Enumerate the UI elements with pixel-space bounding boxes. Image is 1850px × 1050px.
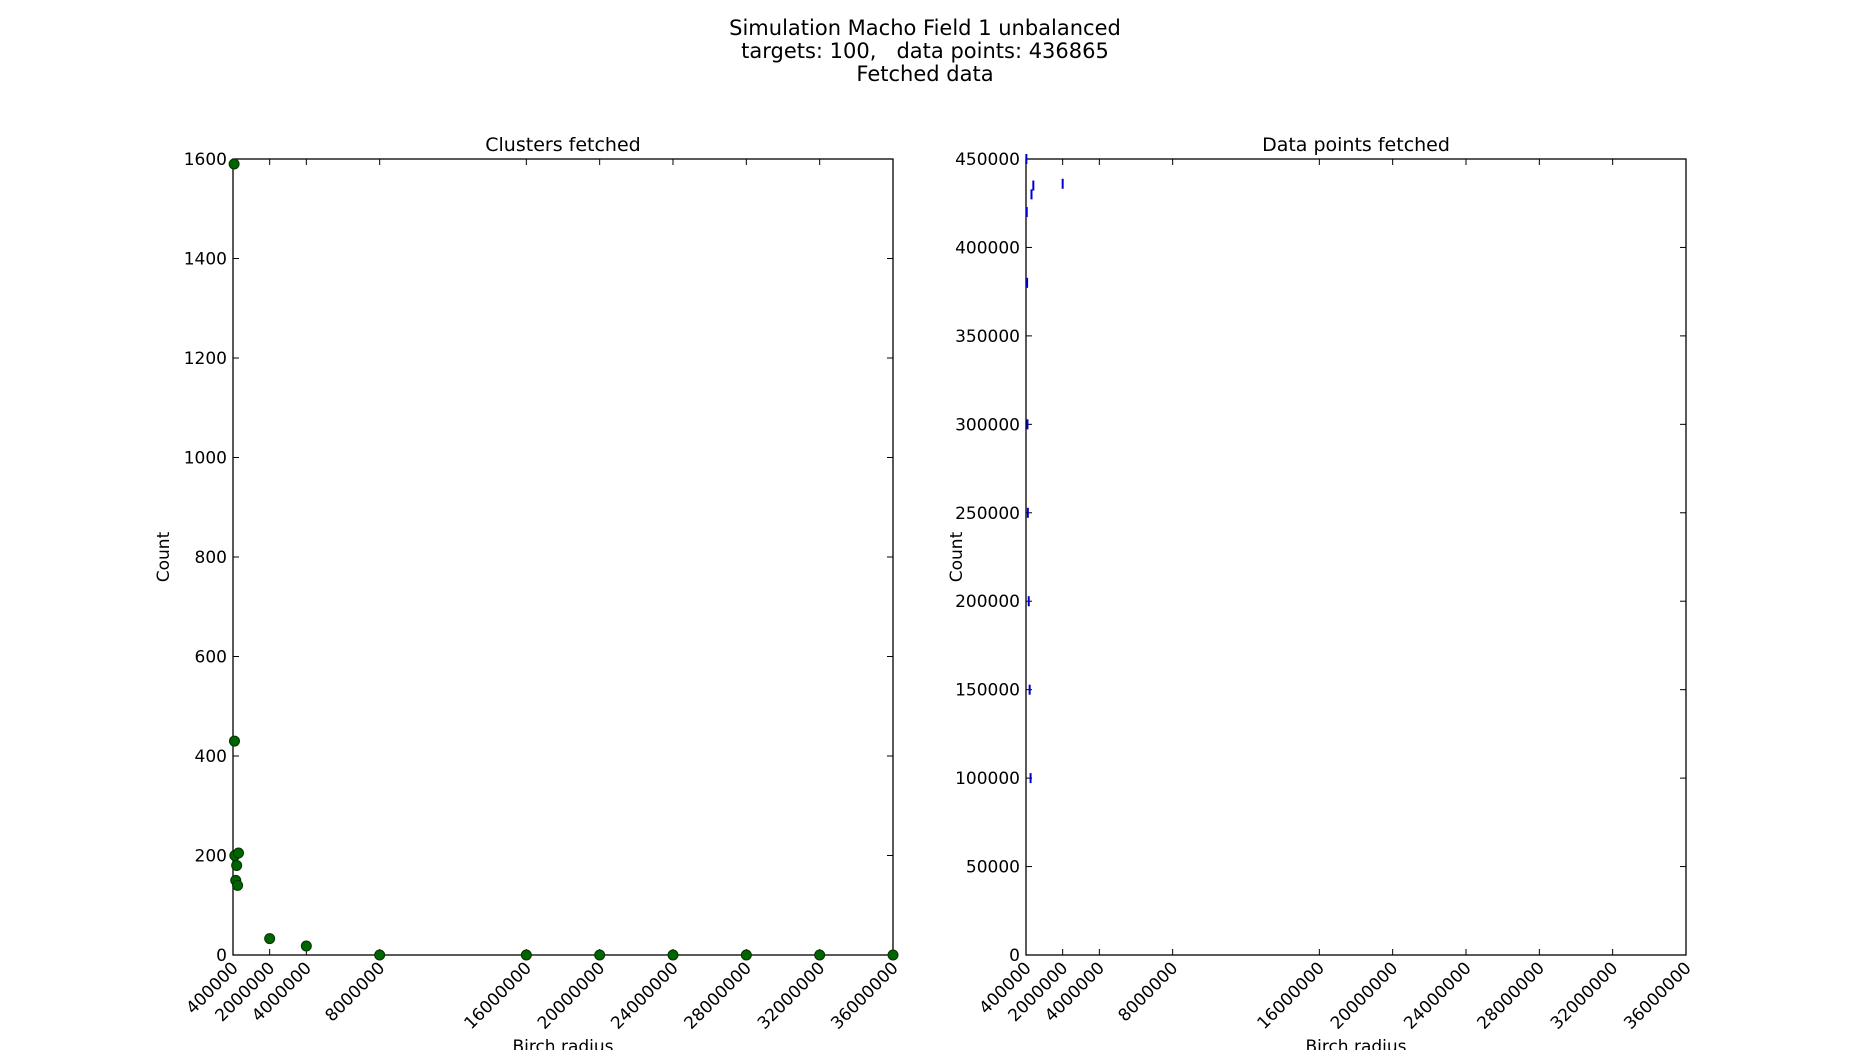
chart-1-ytick-label: 1400 — [184, 250, 227, 270]
chart-2-xtick-label: 16000000 — [1254, 958, 1329, 1033]
chart-1-xtick-label: 32000000 — [754, 958, 829, 1033]
chart-1-ytick-label: 200 — [195, 847, 227, 867]
chart-1-ytick-label: 1600 — [184, 150, 227, 170]
chart-1-series-0-point — [232, 879, 244, 891]
chart-2-title: Data points fetched — [1262, 134, 1450, 156]
chart-1-series-0-point — [300, 940, 312, 952]
chart-2-plot-frame — [1025, 158, 1687, 956]
chart-2-xtick-label: 36000000 — [1620, 958, 1695, 1033]
chart-2-ytick-label: 450000 — [955, 150, 1020, 170]
chart-1-xtick-label: 36000000 — [827, 958, 902, 1033]
chart-1-ylabel: Count — [154, 531, 174, 582]
chart-1-xtick-label: 8000000 — [322, 958, 390, 1026]
chart-1-series-0-point — [374, 949, 386, 961]
chart-1-xtick-label: 24000000 — [607, 958, 682, 1033]
figure-title-line-1: Simulation Macho Field 1 unbalanced — [729, 16, 1121, 40]
chart-1-series-0-point — [667, 949, 679, 961]
chart-1-xtick-label: 16000000 — [461, 958, 536, 1033]
chart-1-ytick-label: 0 — [216, 946, 227, 966]
chart-1-title: Clusters fetched — [485, 134, 640, 156]
chart-2-ytick-label: 400000 — [955, 238, 1020, 258]
chart-1-ytick-label: 800 — [195, 548, 227, 568]
chart-1-ytick-label: 1000 — [184, 449, 227, 469]
chart-1-series-0-point — [231, 859, 243, 871]
chart-2-ytick-label: 100000 — [955, 769, 1020, 789]
chart-2-ylabel: Count — [947, 531, 967, 582]
chart-1-series-0-point — [264, 933, 276, 945]
chart-2-ytick-label: 50000 — [966, 858, 1020, 878]
chart-2-xtick-label: 24000000 — [1400, 958, 1475, 1033]
figure-title: Simulation Macho Field 1 unbalanced targ… — [0, 17, 1850, 86]
chart-2-xtick-label: 28000000 — [1474, 958, 1549, 1033]
chart-2-xtick-label: 20000000 — [1327, 958, 1402, 1033]
chart-1-series-0-point — [520, 949, 532, 961]
chart-1-plot-frame — [232, 158, 894, 956]
chart-1-series-0-point — [814, 949, 826, 961]
chart-1-series-0-point — [594, 949, 606, 961]
chart-1-series-0-point — [887, 949, 899, 961]
chart-2-xtick-label: 32000000 — [1547, 958, 1622, 1033]
chart-2-ytick-label: 300000 — [955, 415, 1020, 435]
chart-1-ytick-label: 400 — [195, 747, 227, 767]
chart-1-series-0-point — [740, 949, 752, 961]
chart-1-xlabel: Birch radius — [512, 1037, 613, 1050]
chart-2-xlabel: Birch radius — [1305, 1037, 1406, 1050]
chart-2-ytick-label: 350000 — [955, 327, 1020, 347]
chart-1-ytick-label: 600 — [195, 648, 227, 668]
chart-2-xtick-label: 8000000 — [1115, 958, 1183, 1026]
chart-2-ytick-label: 150000 — [955, 681, 1020, 701]
figure-title-line-3: Fetched data — [856, 62, 994, 86]
chart-1-series-0-point — [228, 735, 240, 747]
chart-2-ytick-label: 200000 — [955, 592, 1020, 612]
chart-1-series-0-point — [233, 847, 244, 859]
chart-1-ytick-label: 1200 — [184, 349, 227, 369]
chart-1-xtick-label: 28000000 — [681, 958, 756, 1033]
chart-1-xtick-label: 20000000 — [534, 958, 609, 1033]
chart-2-ytick-label: 0 — [1009, 946, 1020, 966]
figure-title-line-2: targets: 100, data points: 436865 — [741, 39, 1109, 63]
chart-1-series-0-point — [228, 158, 240, 170]
chart-2-ytick-label: 250000 — [955, 504, 1020, 524]
